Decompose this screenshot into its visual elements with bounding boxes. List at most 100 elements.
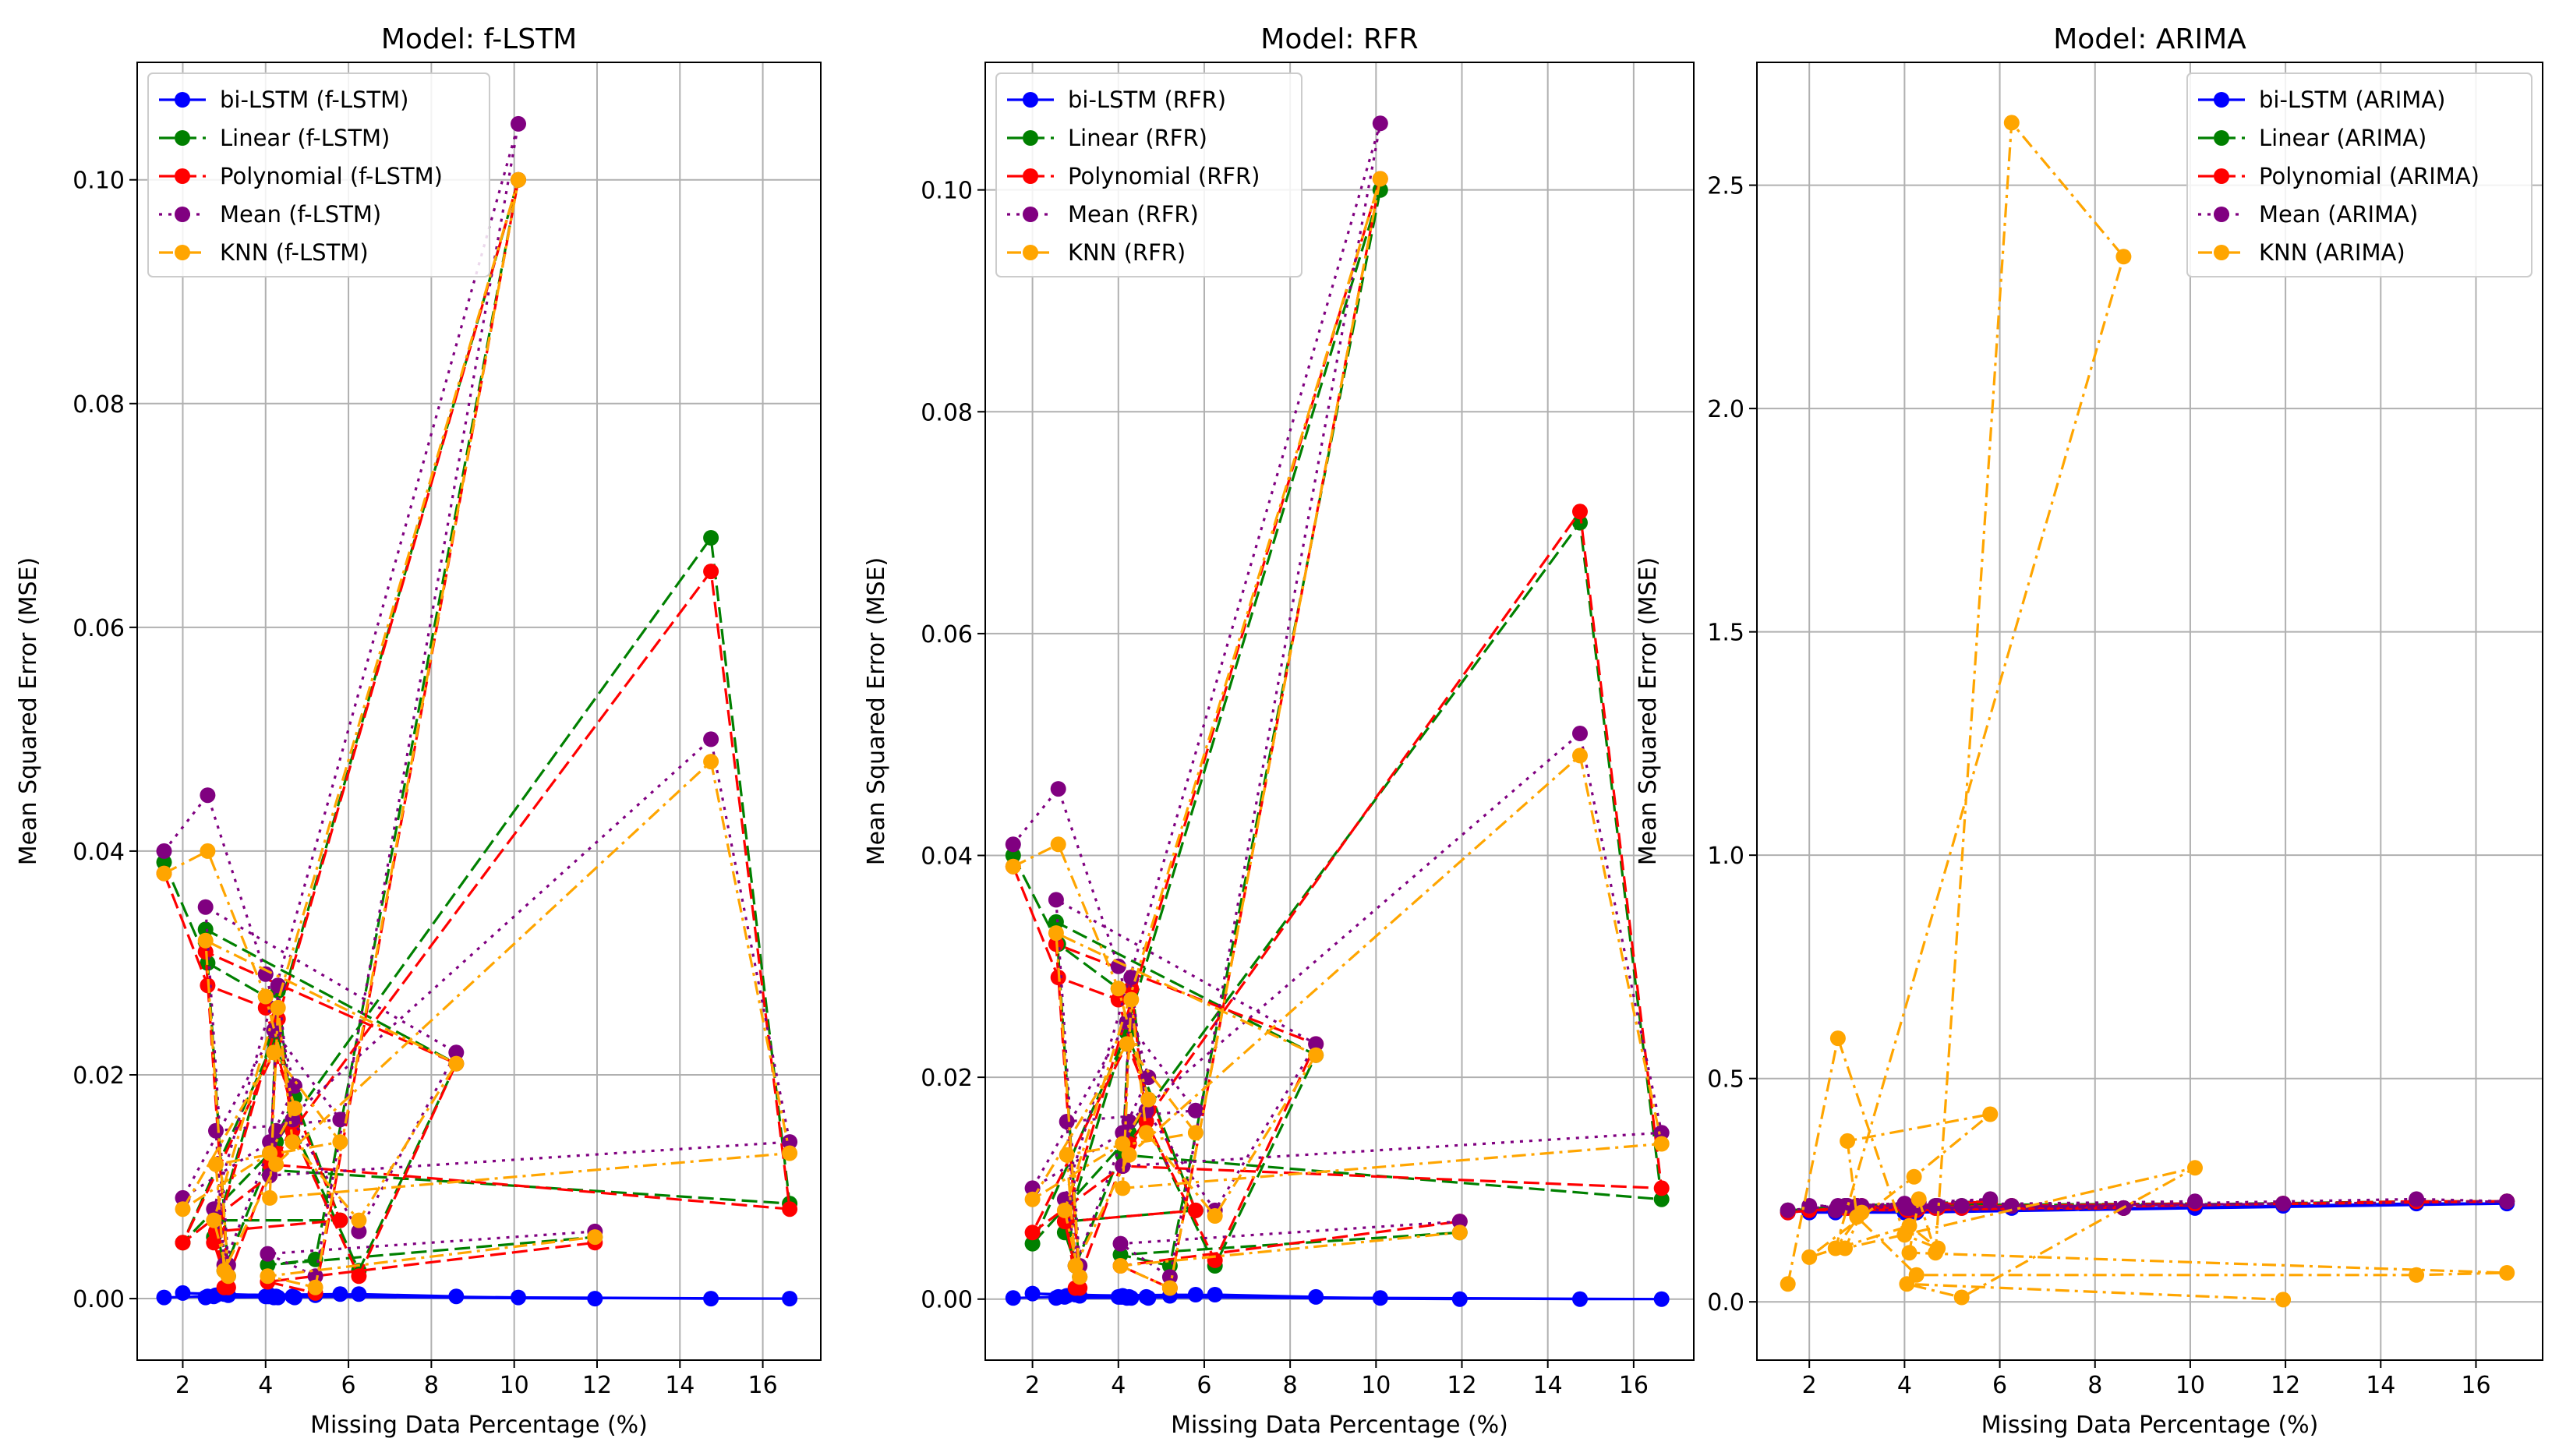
data-point xyxy=(511,171,526,188)
y-tick-label: 0.06 xyxy=(72,615,125,642)
y-tick-label: 0.08 xyxy=(72,391,125,419)
x-tick-label: 14 xyxy=(1533,1372,1563,1399)
legend: bi-LSTM (RFR) Linear (RFR) Polynomial (RFR… xyxy=(995,72,1302,277)
y-tick-label: 1.0 xyxy=(1707,843,1744,870)
data-point xyxy=(156,1289,172,1306)
series-knn xyxy=(1005,171,1670,1296)
data-point xyxy=(260,1257,276,1273)
grid xyxy=(137,62,821,1360)
y-tick-label: 0.08 xyxy=(921,399,973,426)
x-tick-label: 14 xyxy=(665,1372,695,1399)
legend-entry-label: KNN (RFR) xyxy=(1068,239,1186,266)
data-point xyxy=(1119,1036,1135,1052)
data-point xyxy=(1024,1235,1041,1252)
x-tick-label: 2 xyxy=(1802,1372,1817,1399)
data-point xyxy=(1308,1288,1324,1305)
y-tick-label: 2.0 xyxy=(1707,396,1744,423)
legend-box xyxy=(147,72,490,277)
data-point xyxy=(1138,1125,1154,1141)
data-point xyxy=(703,530,719,546)
data-point xyxy=(1048,914,1064,930)
data-point xyxy=(1801,1249,1818,1265)
data-point xyxy=(1372,115,1388,132)
data-point xyxy=(1024,1191,1041,1207)
data-point xyxy=(1207,1208,1223,1224)
x-tick-label: 16 xyxy=(748,1372,777,1399)
legend-entry-label: Polynomial (RFR) xyxy=(1068,163,1260,189)
legend-swatch-marker xyxy=(2214,92,2229,108)
data-point xyxy=(1121,1114,1137,1129)
legend-swatch-marker xyxy=(1023,92,1038,108)
legend: bi-LSTM (f-LSTM) Linear (f-LSTM) Polynomia… xyxy=(147,72,490,277)
series-group xyxy=(156,115,798,1307)
data-point xyxy=(1056,1202,1073,1218)
x-tick-label: 16 xyxy=(2461,1372,2490,1399)
data-point xyxy=(587,1229,603,1246)
panel-title: Model: ARIMA xyxy=(2053,23,2246,55)
legend-entry-label: bi-LSTM (f-LSTM) xyxy=(220,87,408,113)
data-point xyxy=(1059,1114,1075,1129)
data-point xyxy=(1115,1180,1131,1196)
data-point xyxy=(1572,514,1588,531)
data-point xyxy=(1112,1235,1129,1252)
data-point xyxy=(1854,1204,1870,1221)
data-point xyxy=(2003,115,2020,131)
data-point xyxy=(208,1156,224,1172)
legend-swatch-marker xyxy=(175,130,190,146)
data-point xyxy=(1112,1246,1129,1263)
y-tick-label: 0.10 xyxy=(72,168,125,195)
data-point xyxy=(262,1189,278,1206)
data-point xyxy=(1572,504,1588,520)
data-point xyxy=(197,899,214,915)
series-knn xyxy=(1780,115,2515,1308)
data-point xyxy=(1572,726,1588,741)
data-point xyxy=(285,1134,301,1150)
data-point xyxy=(1653,1125,1670,1141)
data-point xyxy=(782,1145,798,1161)
data-point xyxy=(1982,1106,1999,1122)
data-point xyxy=(1982,1191,1999,1207)
x-tick-label: 6 xyxy=(1992,1372,2007,1399)
data-point xyxy=(1187,1102,1204,1119)
series-bi_lstm xyxy=(1005,1285,1670,1307)
axes-frame xyxy=(984,62,1695,1361)
data-point xyxy=(197,932,214,949)
data-point xyxy=(1187,1202,1204,1218)
data-point xyxy=(587,1291,603,1307)
y-tick-label: 0.00 xyxy=(72,1286,125,1313)
panel-title: Model: RFR xyxy=(1260,23,1418,55)
data-point xyxy=(1572,747,1588,764)
data-point xyxy=(351,1268,367,1285)
legend-entry-label: Linear (RFR) xyxy=(1068,125,1207,151)
data-point xyxy=(270,999,286,1016)
data-point xyxy=(257,966,274,982)
y-tick-label: 0.10 xyxy=(921,178,973,205)
legend-box xyxy=(995,72,1302,277)
x-tick-label: 12 xyxy=(2271,1372,2300,1399)
data-point xyxy=(782,1201,798,1217)
x-axis-label: Missing Data Percentage (%) xyxy=(1171,1412,1508,1439)
data-point xyxy=(266,1044,282,1061)
x-tick-label: 10 xyxy=(2176,1372,2205,1399)
panel-rfr: 2 4 6 8 10 12 14 16 0.00 0.02 0.04 0.06 0.08 0.10 Mod… xyxy=(863,23,1695,1439)
data-point xyxy=(1653,1180,1670,1196)
data-point xyxy=(332,1111,348,1128)
data-point xyxy=(703,1291,719,1307)
data-point xyxy=(1899,1276,1915,1292)
data-point xyxy=(1005,858,1021,875)
x-tick-label: 2 xyxy=(1025,1372,1040,1399)
x-tick-label: 4 xyxy=(1897,1372,1912,1399)
data-point xyxy=(1059,1147,1075,1163)
data-point xyxy=(1048,892,1064,908)
data-point xyxy=(1829,1030,1846,1047)
legend-entry-label: KNN (ARIMA) xyxy=(2259,239,2405,266)
data-point xyxy=(1005,836,1021,853)
data-point xyxy=(268,1156,285,1172)
data-point xyxy=(448,1288,465,1305)
data-point xyxy=(1653,1191,1670,1207)
x-tick-label: 8 xyxy=(1283,1372,1298,1399)
data-point xyxy=(307,1279,323,1295)
legend-swatch-marker xyxy=(175,168,190,184)
data-point xyxy=(2499,1265,2515,1281)
data-point xyxy=(175,1235,191,1251)
